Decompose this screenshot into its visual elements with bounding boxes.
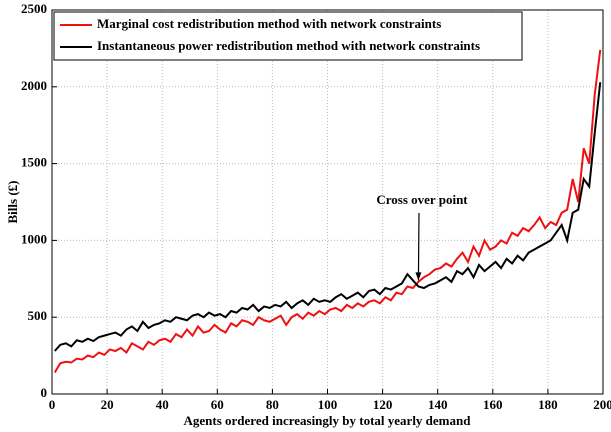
x-tick-label: 40 [156, 397, 169, 412]
y-tick-label: 0 [41, 385, 48, 400]
y-axis-label: Bills (£) [5, 181, 20, 224]
x-axis-label: Agents ordered increasingly by total yea… [184, 413, 472, 428]
x-tick-label: 20 [101, 397, 114, 412]
plot-frame [51, 9, 604, 395]
y-tick-label: 1500 [21, 155, 47, 170]
legend-label: Marginal cost redistribution method with… [97, 16, 441, 31]
legend-label: Instantaneous power redistribution metho… [97, 38, 480, 53]
arrow-head [415, 272, 422, 281]
y-tick-label: 1000 [21, 231, 47, 246]
x-tick-label: 160 [483, 397, 503, 412]
y-tick-label: 2000 [21, 78, 47, 93]
legend-box [53, 11, 523, 61]
annotation-arrow [417, 212, 420, 281]
y-tick-label: 2500 [21, 1, 47, 16]
y-tick-label: 500 [28, 308, 48, 323]
series-line [53, 49, 602, 374]
x-tick-label: 0 [49, 397, 56, 412]
series-line [54, 82, 602, 352]
x-tick-label: 60 [211, 397, 224, 412]
x-tick-label: 200 [593, 397, 611, 412]
annotation-text: Cross over point [376, 192, 468, 207]
x-tick-label: 100 [318, 397, 338, 412]
x-tick-label: 140 [428, 397, 448, 412]
x-tick-label: 120 [373, 397, 393, 412]
x-tick-label: 80 [266, 397, 279, 412]
x-tick-label: 180 [538, 397, 558, 412]
